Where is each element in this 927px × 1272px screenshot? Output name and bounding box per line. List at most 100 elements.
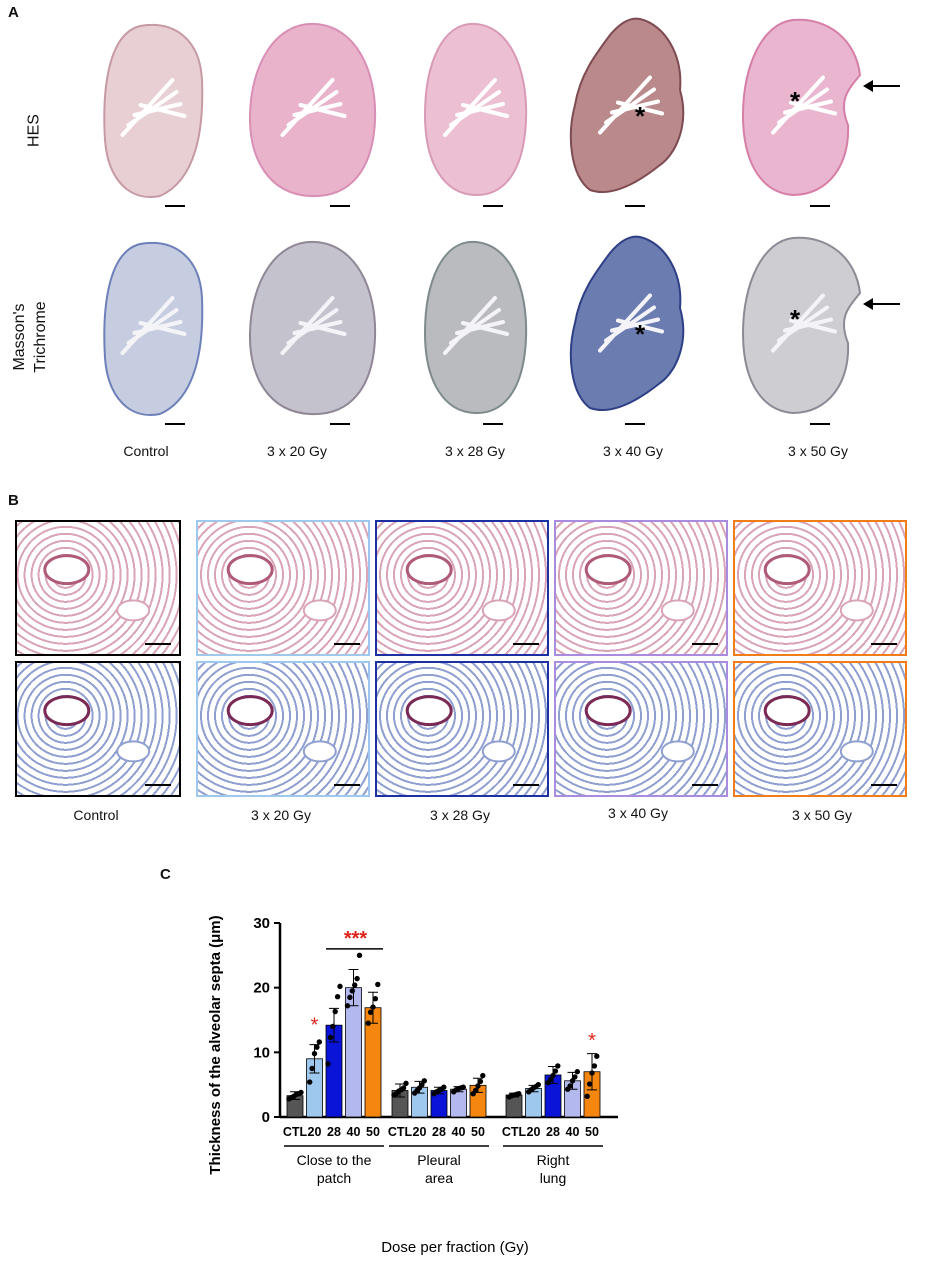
data-point [574,1069,580,1075]
y-tick-label: 30 [253,915,270,932]
caption-a-20gy: 3 x 20 Gy [267,443,327,459]
data-point [584,1093,590,1100]
arrow-left-icon [863,298,900,310]
data-point [337,983,343,990]
caption-b-50gy: 3 x 50 Gy [792,807,852,823]
data-point [552,1068,559,1074]
caption-b-40gy: 3 x 40 Gy [608,805,668,821]
data-point [334,994,341,1000]
data-point [516,1091,522,1097]
data-point [330,1023,336,1030]
micrograph-hes-2 [375,520,549,656]
group-label: lung [540,1170,566,1186]
data-point [589,1070,595,1076]
data-point [347,994,353,1001]
caption-a-control: Control [123,443,169,459]
data-point [309,1065,315,1072]
scale-bar [625,423,645,425]
data-point [400,1085,407,1091]
lung-lobe-hes-0 [103,24,204,198]
asterisk-marker: * [790,304,801,334]
caption-b-control: Control [73,807,119,823]
data-point [547,1076,554,1083]
data-point [372,995,379,1002]
x-tick-label: 50 [366,1125,380,1139]
significance-stars: *** [344,928,368,950]
scale-bar [483,205,503,207]
lung-lobe-hes-3: * [569,17,685,193]
data-point [535,1081,541,1088]
x-tick-label: 40 [347,1125,361,1139]
asterisk-marker: * [635,319,646,349]
x-tick-label: 28 [546,1125,560,1139]
scale-bar [810,423,830,425]
micrograph-hes-4 [733,520,907,656]
caption-a-28gy: 3 x 28 Gy [445,443,505,459]
y-axis-label: Thickness of the alveolar septa (μm) [207,915,224,1174]
data-point [370,1004,376,1010]
data-point [572,1074,578,1080]
micrograph-masson-0 [15,661,181,797]
y-tick-label: 20 [253,980,270,997]
micrograph-masson-1 [196,661,370,797]
data-point [307,1079,313,1085]
x-tick-label: 50 [585,1125,599,1139]
lung-lobe-hes-1 [248,22,377,198]
data-point [349,988,355,994]
data-point [586,1081,593,1087]
lung-lobe-masson-0 [103,242,204,416]
x-tick-label: 20 [527,1125,541,1139]
data-point [375,981,381,988]
significance-star: * [311,1015,319,1037]
group-label: Close to the [297,1152,372,1168]
asterisk-marker: * [790,86,801,116]
micrograph-masson-4 [733,661,907,797]
data-point [475,1083,481,1089]
data-point [354,975,360,982]
caption-b-28gy: 3 x 28 Gy [430,807,490,823]
panel-a-letter: A [8,4,19,21]
micrograph-masson-3 [554,661,728,797]
data-point [403,1080,409,1087]
lung-lobe-masson-4: * [741,236,862,415]
group-label: area [425,1170,453,1186]
caption-a-40gy: 3 x 40 Gy [603,443,663,459]
scale-bar [483,423,503,425]
x-tick-label: 28 [432,1125,446,1139]
panel-c-letter: C [160,866,171,883]
scale-bar [625,205,645,207]
lung-lobe-masson-3: * [569,235,685,411]
x-tick-label: 20 [413,1125,427,1139]
lung-lobe-hes-2 [423,22,528,197]
x-axis-label: Dose per fraction (Gy) [381,1239,529,1256]
data-point [460,1084,466,1090]
septa-thickness-chart: 0 10 20 30 Thickness of the alveolar septa (… [207,915,618,1256]
asterisk-marker: * [635,101,646,131]
data-point [367,1009,374,1015]
row-label-hes: HES [25,114,43,147]
micrograph-hes-1 [196,520,370,656]
x-tick-label: 40 [452,1125,466,1139]
row-label-masson: Masson's Trichrome [11,301,49,373]
y-tick-label: 10 [253,1044,270,1061]
scale-bar [330,423,350,425]
scale-bar [330,205,350,207]
caption-b-20gy: 3 x 20 Gy [251,807,311,823]
data-point [569,1078,576,1084]
group-label: patch [317,1170,351,1186]
data-point [550,1072,556,1079]
x-tick-label: 28 [327,1125,341,1139]
data-point [555,1063,561,1069]
data-point [314,1044,320,1050]
x-tick-label: CTL [283,1125,308,1139]
data-point [316,1039,322,1045]
micrograph-hes-0 [15,520,181,656]
data-point [332,1008,338,1015]
data-point [352,982,358,988]
micrograph-hes-3 [554,520,728,656]
micrograph-masson-2 [375,661,549,797]
data-point [356,952,363,959]
lung-lobe-hes-4: * [741,18,862,197]
scale-bar [165,205,185,207]
y-tick-label: 0 [262,1109,270,1126]
